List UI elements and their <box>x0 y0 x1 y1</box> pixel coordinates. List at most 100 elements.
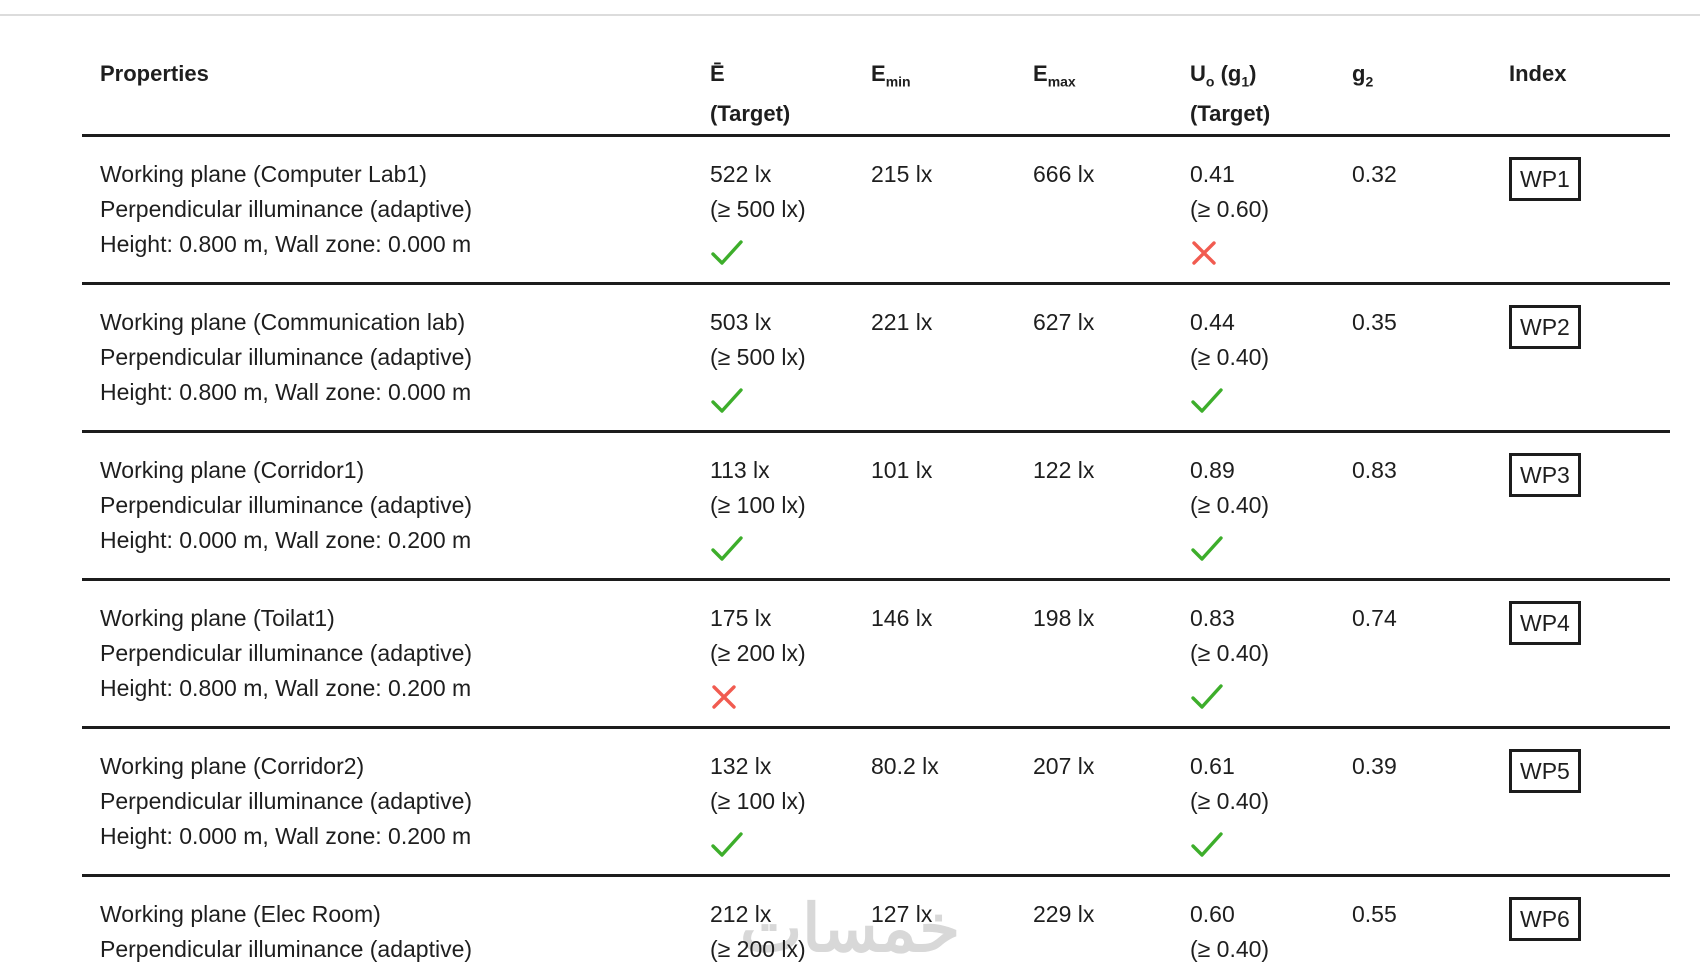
e-avg-cell: 132 lx (≥ 100 lx) <box>710 749 871 874</box>
property-line: Perpendicular illuminance (adaptive) <box>100 196 473 222</box>
property-line: Perpendicular illuminance (adaptive) <box>100 492 473 518</box>
e-max-cell: 207 lx <box>1033 749 1190 874</box>
header-uo: Uo (g1) (Target) <box>1190 54 1352 134</box>
pass-check-icon <box>1190 387 1352 415</box>
uo-cell: 0.60 (≥ 0.40) <box>1190 897 1352 970</box>
uo-cell-target: (≥ 0.40) <box>1190 788 1270 814</box>
property-line: Working plane (Corridor2) <box>100 753 365 779</box>
index-badge: WP1 <box>1509 157 1581 201</box>
uo-cell-target: (≥ 0.40) <box>1190 640 1270 666</box>
property-line: Height: 0.000 m, Wall zone: 0.200 m <box>100 527 472 553</box>
index-cell: WP6 <box>1509 897 1670 970</box>
header-text: (g <box>1214 61 1242 86</box>
g2-cell: 0.35 <box>1352 305 1509 430</box>
e-max-cell: 666 lx <box>1033 157 1190 282</box>
uo-cell: 0.44 (≥ 0.40) <box>1190 305 1352 430</box>
e-min-cell: 146 lx <box>871 601 1033 726</box>
index-badge: WP3 <box>1509 453 1581 497</box>
header-e-avg-target-label: (Target) <box>710 101 791 126</box>
e-max-cell-value: 627 lx <box>1033 309 1095 335</box>
property-line: Height: 0.000 m, Wall zone: 0.200 m <box>100 823 472 849</box>
e-max-cell-value: 229 lx <box>1033 901 1095 927</box>
e-avg-cell: 113 lx (≥ 100 lx) <box>710 453 871 578</box>
e-avg-cell-value: 132 lx <box>710 753 772 779</box>
g2-cell-value: 0.32 <box>1352 161 1397 187</box>
index-badge: WP4 <box>1509 601 1581 645</box>
table-row: Working plane (Toilat1) Perpendicular ill… <box>82 581 1670 729</box>
property-line: Working plane (Communication lab) <box>100 309 466 335</box>
properties-cell: Working plane (Communication lab) Perpend… <box>82 305 710 430</box>
uo-cell-target: (≥ 0.40) <box>1190 492 1270 518</box>
subscript: o <box>1205 73 1215 90</box>
header-properties-label: Properties <box>100 54 710 94</box>
uo-cell: 0.89 (≥ 0.40) <box>1190 453 1352 578</box>
uo-cell-target: (≥ 0.40) <box>1190 936 1270 962</box>
header-e-min: Emin <box>871 54 1033 134</box>
g2-cell: 0.74 <box>1352 601 1509 726</box>
header-e-max-label: Emax <box>1033 54 1190 94</box>
uo-cell: 0.61 (≥ 0.40) <box>1190 749 1352 874</box>
g2-cell-value: 0.83 <box>1352 457 1397 483</box>
properties-cell: Working plane (Elec Room) Perpendicular i… <box>82 897 710 970</box>
g2-cell-value: 0.35 <box>1352 309 1397 335</box>
properties-cell: Working plane (Computer Lab1) Perpendicul… <box>82 157 710 282</box>
e-avg-cell: 503 lx (≥ 500 lx) <box>710 305 871 430</box>
pass-check-icon <box>710 535 871 563</box>
property-line: Perpendicular illuminance (adaptive) <box>100 640 473 666</box>
property-line: Working plane (Corridor1) <box>100 457 365 483</box>
properties-cell: Working plane (Toilat1) Perpendicular ill… <box>82 601 710 726</box>
e-avg-cell-value: 175 lx <box>710 605 772 631</box>
header-text: E <box>1033 61 1048 86</box>
index-badge: WP5 <box>1509 749 1581 793</box>
header-text: Ē <box>710 61 725 86</box>
pass-check-icon <box>1190 683 1352 711</box>
index-cell: WP4 <box>1509 601 1670 726</box>
pass-check-icon <box>710 239 871 267</box>
property-line: Height: 0.800 m, Wall zone: 0.000 m <box>100 379 472 405</box>
e-min-cell: 80.2 lx <box>871 749 1033 874</box>
e-avg-cell-value: 522 lx <box>710 161 772 187</box>
e-min-cell: 101 lx <box>871 453 1033 578</box>
e-min-cell-value: 215 lx <box>871 161 933 187</box>
subscript: min <box>885 73 911 90</box>
table-row: Working plane (Computer Lab1) Perpendicul… <box>82 137 1670 285</box>
pass-check-icon <box>1190 535 1352 563</box>
pass-check-icon <box>710 387 871 415</box>
uo-cell-target: (≥ 0.60) <box>1190 196 1270 222</box>
property-line: Working plane (Elec Room) <box>100 901 381 927</box>
table-row: Working plane (Elec Room) Perpendicular i… <box>82 877 1670 970</box>
g2-cell: 0.83 <box>1352 453 1509 578</box>
header-index-label: Index <box>1509 54 1670 94</box>
e-max-cell: 198 lx <box>1033 601 1190 726</box>
e-min-cell-value: 221 lx <box>871 309 933 335</box>
e-max-cell-value: 666 lx <box>1033 161 1095 187</box>
e-max-cell: 229 lx <box>1033 897 1190 970</box>
e-avg-cell-target: (≥ 100 lx) <box>710 788 806 814</box>
uo-cell-target: (≥ 0.40) <box>1190 344 1270 370</box>
e-avg-cell-target: (≥ 200 lx) <box>710 936 806 962</box>
e-min-cell: 215 lx <box>871 157 1033 282</box>
e-max-cell-value: 198 lx <box>1033 605 1095 631</box>
uo-cell-value: 0.44 <box>1190 309 1235 335</box>
e-avg-cell-target: (≥ 500 lx) <box>710 344 806 370</box>
g2-cell: 0.55 <box>1352 897 1509 970</box>
e-avg-cell: 212 lx (≥ 200 lx) <box>710 897 871 970</box>
e-max-cell: 627 lx <box>1033 305 1190 430</box>
property-line: Working plane (Toilat1) <box>100 605 335 631</box>
header-text: U <box>1190 61 1206 86</box>
uo-cell-value: 0.61 <box>1190 753 1235 779</box>
subscript: max <box>1047 73 1076 90</box>
e-min-cell: 221 lx <box>871 305 1033 430</box>
fail-cross-icon <box>710 683 871 711</box>
property-line: Perpendicular illuminance (adaptive) <box>100 788 473 814</box>
property-line: Height: 0.800 m, Wall zone: 0.000 m <box>100 231 472 257</box>
header-g2: g2 <box>1352 54 1509 134</box>
header-text: g <box>1352 61 1366 86</box>
index-badge: WP6 <box>1509 897 1581 941</box>
e-avg-cell-target: (≥ 500 lx) <box>710 196 806 222</box>
e-max-cell-value: 122 lx <box>1033 457 1095 483</box>
subscript: 2 <box>1365 73 1374 90</box>
g2-cell: 0.39 <box>1352 749 1509 874</box>
e-max-cell: 122 lx <box>1033 453 1190 578</box>
uo-cell: 0.83 (≥ 0.40) <box>1190 601 1352 726</box>
